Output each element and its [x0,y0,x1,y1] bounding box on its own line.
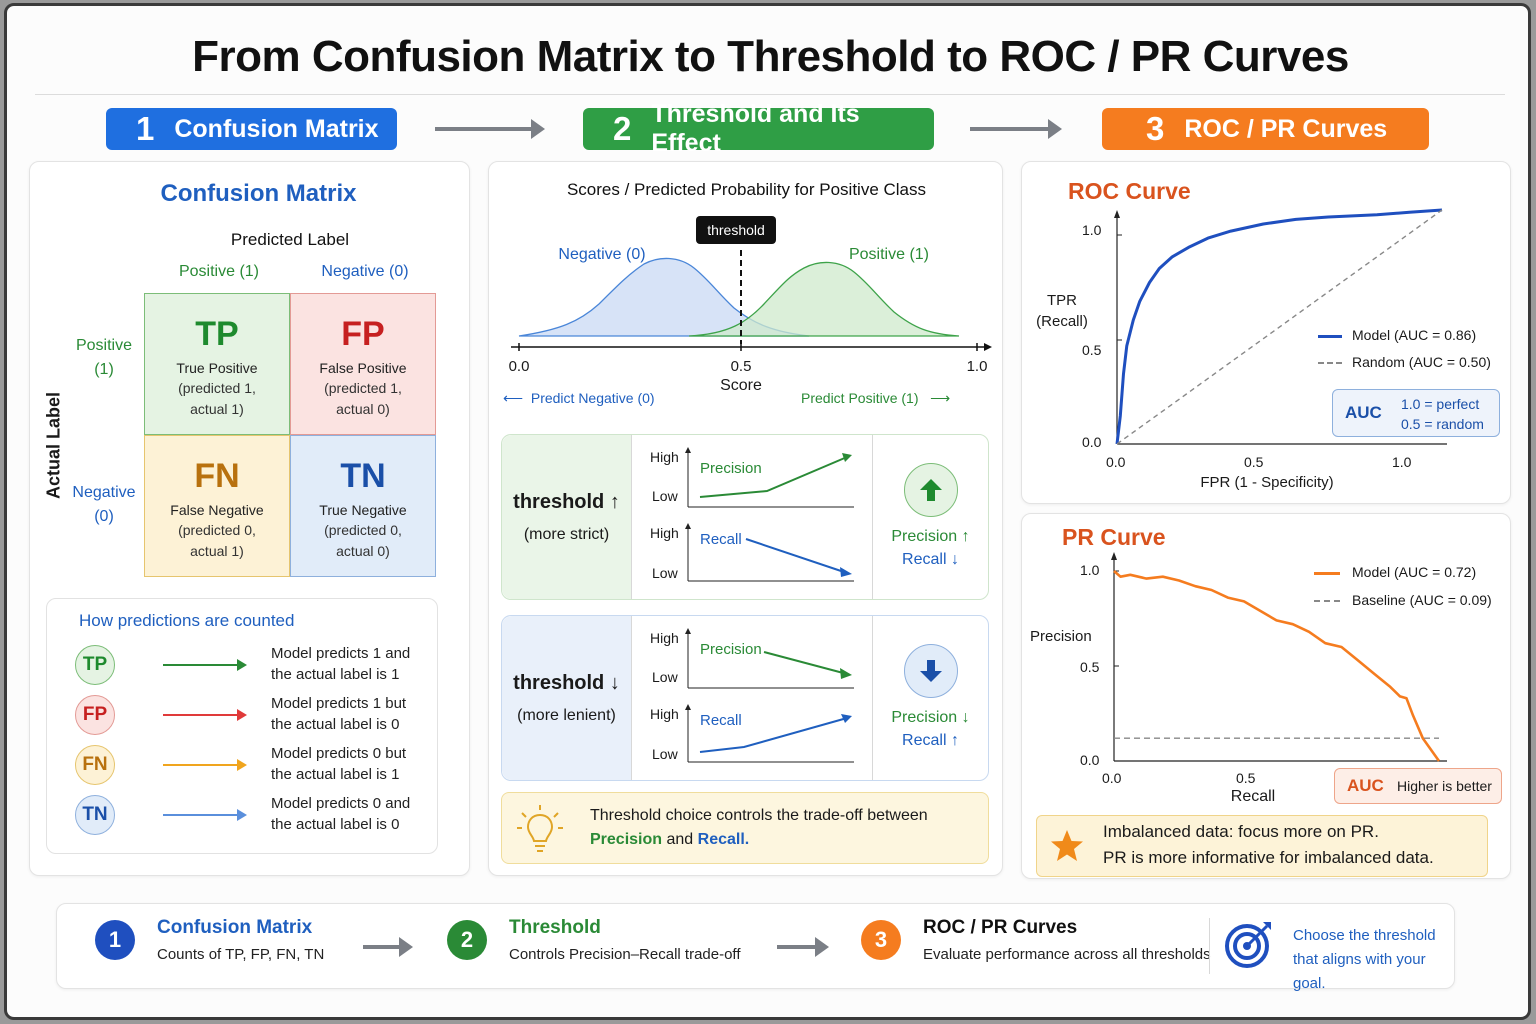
score-axis-label: Score [720,377,762,394]
negative-class-label: Negative (0) [558,246,646,263]
actual-label-heading: Actual Label [43,391,64,500]
threshold-down-box: threshold ↓ (more lenient) High Low High… [501,615,989,781]
step-pill-threshold: 2 Threshold and Its Effect [583,100,934,157]
goal-text: Choose the threshold that aligns with you… [1293,927,1436,992]
pr-chart [1111,552,1447,762]
roc-xlabel: FPR (1 - Specificity) [1200,474,1334,491]
page-title: From Confusion Matrix to Threshold to RO… [192,32,1349,81]
arrow-down-icon [903,644,958,698]
roc-auc-box: AUC 1.0 = perfect 0.5 = random [1332,389,1500,437]
predict-positive-arrow: Predict Positive (1) ⟶ [801,390,951,406]
precision-falling-line [763,651,848,675]
score-distribution-chart [511,250,992,351]
threshold-up-mini-charts [685,447,854,582]
arrow-up-icon [903,463,958,517]
predicted-label-heading: Predicted Label [230,230,350,249]
counting-row-fn: FN Model predicts 0 but the actual label … [71,743,431,787]
arrow-right-icon: ⟶ [918,390,951,406]
cell-false-positive: FP False Positive (predicted 1, actual 0… [290,293,436,435]
positive-distribution-curve [688,261,960,337]
arrow-right-icon [163,659,247,671]
flow-arrow [777,937,829,957]
pr-legend: Model (AUC = 0.72) Baseline (AUC = 0.09) [1314,558,1492,614]
counting-row-fp: FP Model predicts 1 but the actual label … [71,693,431,737]
target-icon [1225,922,1271,968]
tick-label-0: 0.0 [508,358,530,375]
threshold-down-result: Precision ↓ Recall ↑ [872,616,988,780]
fn-badge: FN [75,745,115,785]
cell-true-negative: TN True Negative (predicted 0, actual 0) [290,435,436,577]
positive-class-label: Positive (1) [848,246,930,263]
cell-false-negative: FN False Negative (predicted 0, actual 1… [144,435,290,577]
counting-box: How predictions are counted TP Model pre… [46,598,438,854]
panel-title: Confusion Matrix [160,180,357,207]
counting-row-tn: TN Model predicts 0 and the actual label … [71,793,431,837]
tn-badge: TN [75,795,115,835]
recall-falling-line [745,538,848,574]
pr-auc-box: AUC Higher is better [1334,768,1502,804]
flow-arrow [435,119,545,139]
threshold-up-result: Precision ↑ Recall ↓ [872,435,988,599]
confusion-matrix-panel: Confusion Matrix Predicted Label Positiv… [29,161,470,876]
arrow-right-icon [163,759,247,771]
row-header-positive: Positive (1) [75,337,133,378]
roc-ylabel: TPR (Recall) [1036,292,1088,330]
arrow-left-icon: ⟵ [503,390,531,406]
recall-rising-line [699,717,848,753]
col-header-negative: Negative (0) [321,263,409,280]
counting-row-tp: TP Model predicts 1 and the actual label … [71,643,431,687]
roc-chart [1114,208,1447,445]
imbalanced-note: Imbalanced data: focus more on PR. PR is… [1036,815,1488,877]
step-pill-confusion: 1 Confusion Matrix [106,108,397,150]
cell-true-positive: TP True Positive (predicted 1, actual 1) [144,293,290,435]
threshold-panel: Scores / Predicted Probability for Posit… [488,161,1003,876]
axis-arrowhead [984,343,992,351]
threshold-down-mini-charts [685,628,854,763]
flow-arrow [970,119,1062,139]
precision-rising-line [699,456,848,498]
summary-bar: 1 Confusion Matrix Counts of TP, FP, FN,… [56,903,1455,992]
roc-panel: ROC Curve TPR (Recall) 1.0 0.5 0.0 0.0 0.… [1021,161,1511,504]
arrow-right-icon [163,709,247,721]
row-header-negative: Negative (0) [72,484,136,525]
flow-arrow [363,937,413,957]
predict-negative-arrow: ⟵ Predict Negative (0) [503,390,655,406]
roc-legend: Model (AUC = 0.86) Random (AUC = 0.50) [1318,322,1491,376]
roc-title: ROC Curve [1068,178,1191,204]
pr-xlabel: Recall [1230,788,1276,805]
pr-model-line [1113,570,1441,762]
lightbulb-icon [517,805,563,852]
arrow-right-icon [163,809,247,821]
tick-label-1: 1.0 [966,358,988,375]
pr-ylabel: Precision [1030,628,1092,645]
roc-model-line [1115,208,1443,445]
distribution-title: Scores / Predicted Probability for Posit… [566,180,927,199]
threshold-up-box: threshold ↑ (more strict) High Low High … [501,434,989,600]
pr-panel: PR Curve Precision 1.0 0.5 0.0 0.0 0.5 R… [1021,513,1511,879]
star-icon [1051,830,1083,861]
tick-label-05: 0.5 [730,358,752,375]
tp-badge: TP [75,645,115,685]
threshold-tag: threshold [696,216,776,244]
roc-random-line [1116,209,1443,445]
counting-title: How predictions are counted [79,611,295,630]
pr-title: PR Curve [1062,524,1166,550]
step-pill-curves: 3 ROC / PR Curves [1102,108,1429,150]
col-header-positive: Positive (1) [178,263,260,280]
fp-badge: FP [75,695,115,735]
title-divider [35,94,1505,95]
infographic-frame: From Confusion Matrix to Threshold to RO… [4,3,1531,1020]
summary-divider [1209,918,1210,974]
tradeoff-tip: Threshold choice controls the trade-off … [501,792,989,864]
